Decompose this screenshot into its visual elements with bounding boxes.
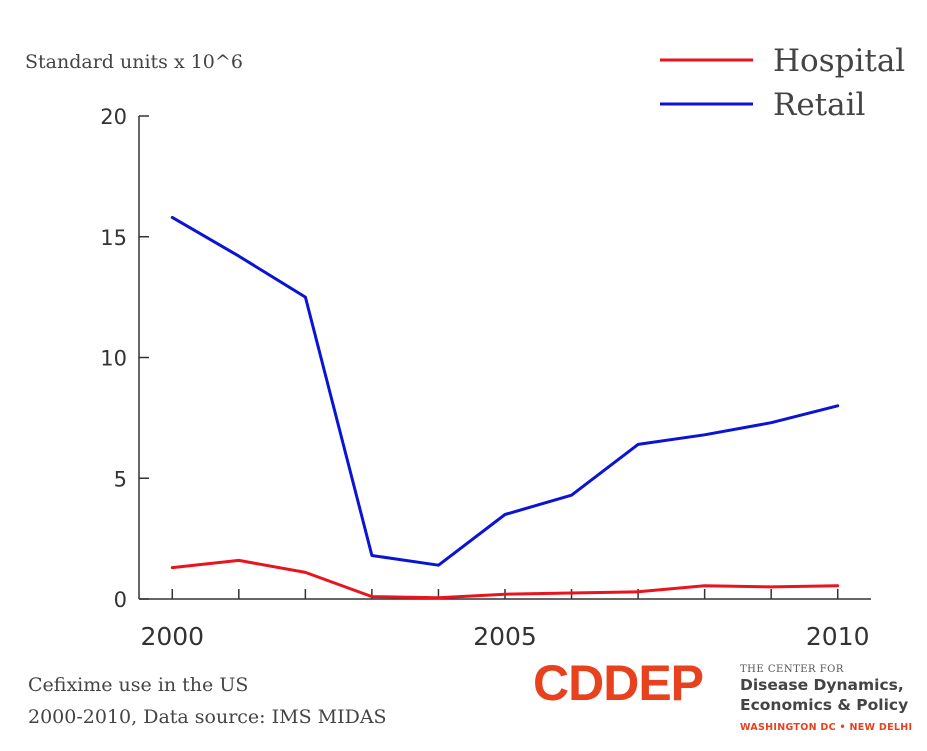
legend: Hospital Retail: [660, 43, 905, 123]
y-tick-label-20: 20: [100, 105, 127, 129]
y-axis-label: Standard units x 10^6: [25, 51, 243, 73]
y-tick-label-0: 0: [114, 588, 127, 612]
logo-small-text: THE CENTER FOR: [740, 664, 844, 675]
series-line-retail: [170, 215, 840, 567]
logo-location: WASHINGTON DC • NEW DELHI: [740, 722, 913, 733]
x-tick-label-2010: 2010: [806, 622, 870, 651]
logo-line-1: Disease Dynamics,: [740, 676, 904, 694]
legend-label-retail: Retail: [773, 87, 865, 123]
x-tick-label-2005: 2005: [473, 622, 537, 651]
series-lines: [170, 215, 840, 600]
x-tick-label-2000: 2000: [140, 622, 204, 651]
caption-source: 2000-2010, Data source: IMS MIDAS: [28, 706, 387, 728]
y-tick-label-10: 10: [100, 347, 127, 371]
caption-title: Cefixime use in the US: [28, 674, 249, 696]
cddep-logo: CDDEP THE CENTER FOR Disease Dynamics, E…: [533, 655, 918, 740]
axes: 0 5 10 15 20 2000 2005 2010: [100, 105, 871, 651]
y-tick-label-15: 15: [100, 226, 127, 250]
legend-label-hospital: Hospital: [773, 43, 905, 79]
logo-line-2: Economics & Policy: [740, 696, 909, 714]
y-tick-label-5: 5: [114, 467, 127, 491]
logo-wordmark: CDDEP: [533, 655, 704, 711]
